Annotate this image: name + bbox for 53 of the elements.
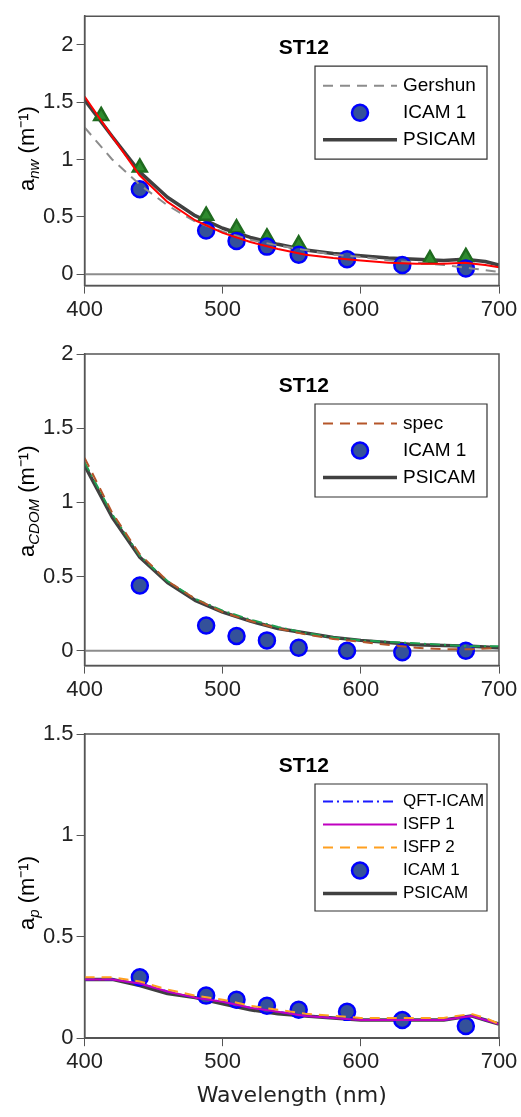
x-tick-label: 600 (342, 675, 380, 701)
legend-label: PSICAM (403, 127, 476, 149)
legend-label: Gershun (403, 73, 476, 95)
y-tick-label: 1 (61, 488, 74, 514)
x-tick-label: 400 (66, 295, 103, 321)
x-tick-label: 700 (480, 1048, 518, 1074)
point (456, 1016, 476, 1036)
y-tick-label: 2 (61, 30, 74, 56)
legend-label: QFT-ICAM (403, 791, 485, 811)
y-tick-label: 0 (61, 1024, 74, 1050)
x-tick-label: 700 (480, 295, 518, 321)
x-tick-label: 500 (204, 295, 242, 321)
x-tick-label: 600 (342, 1048, 380, 1074)
y-tick-label: 1 (61, 821, 74, 847)
point (393, 643, 412, 662)
y-tick-label: 1.5 (42, 414, 74, 440)
y-tick-label: 0 (61, 636, 74, 662)
point (131, 158, 149, 173)
point (227, 626, 246, 646)
point (257, 631, 277, 650)
legend-label: PSICAM (403, 465, 476, 487)
point (196, 616, 216, 635)
y-tick-label: 2 (61, 340, 74, 366)
y-tick-label: 0 (61, 260, 74, 286)
text: ST12 (278, 35, 329, 59)
legend-label: ISFP 1 (403, 814, 455, 834)
legend-label: ISFP 2 (403, 837, 455, 857)
point (289, 638, 308, 658)
x-tick-label: 400 (66, 1048, 103, 1074)
legend-label: ICAM 1 (403, 100, 467, 122)
point (130, 180, 150, 199)
point (197, 206, 215, 221)
x-tick-label: 700 (480, 675, 518, 701)
point (130, 576, 150, 595)
x-tick-label: 500 (204, 1048, 242, 1074)
y-tick-label: 0.5 (42, 202, 74, 228)
y-tick-label: 1.5 (42, 720, 74, 746)
y-tick-label: 1.5 (42, 88, 74, 114)
legend-label: ICAM 1 (403, 860, 460, 880)
y-tick-label: 0.5 (42, 562, 74, 588)
x-tick-label: 600 (342, 295, 380, 321)
legend-label: PSICAM (403, 883, 469, 903)
x-tick-label: 500 (204, 675, 242, 701)
point (228, 219, 245, 234)
x-axis-title: Wavelength (nm) (196, 1081, 387, 1107)
x-tick-label: 400 (66, 675, 103, 701)
y-tick-label: 0.5 (42, 922, 74, 948)
text: ST12 (278, 753, 329, 777)
point (337, 641, 357, 661)
legend-label: spec (403, 411, 444, 433)
legend-label: ICAM 1 (403, 438, 467, 460)
y-tick-label: 1 (61, 145, 74, 171)
text: ST12 (278, 373, 329, 397)
